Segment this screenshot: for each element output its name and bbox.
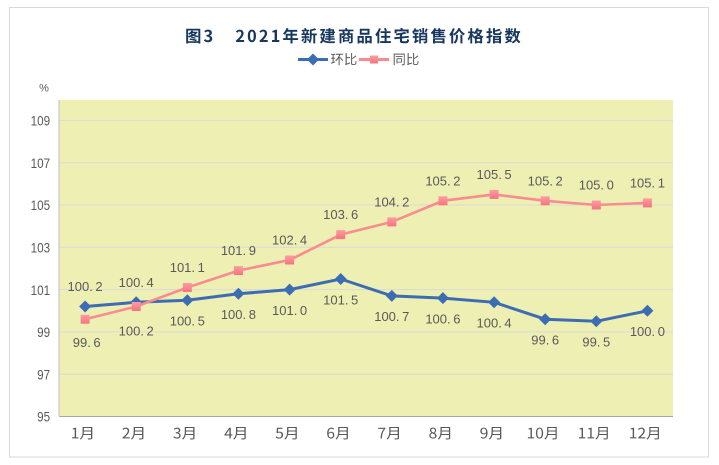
svg-text:104. 2: 104. 2	[374, 194, 409, 209]
svg-text:%: %	[39, 83, 49, 95]
svg-text:105. 2: 105. 2	[425, 173, 460, 188]
svg-text:102. 4: 102. 4	[272, 233, 307, 248]
svg-text:107: 107	[31, 156, 51, 171]
svg-text:109: 109	[31, 114, 51, 129]
svg-text:100. 4: 100. 4	[119, 275, 154, 290]
svg-text:100. 5: 100. 5	[170, 314, 205, 329]
svg-text:105. 2: 105. 2	[528, 173, 563, 188]
svg-text:101. 0: 101. 0	[272, 303, 307, 318]
svg-text:101. 1: 101. 1	[170, 260, 205, 275]
svg-text:97: 97	[37, 367, 50, 382]
svg-text:99. 6: 99. 6	[73, 335, 101, 350]
svg-text:105. 1: 105. 1	[630, 175, 665, 190]
svg-text:105. 0: 105. 0	[579, 178, 614, 193]
svg-text:95: 95	[37, 410, 50, 425]
svg-text:105. 5: 105. 5	[477, 167, 512, 182]
svg-text:103. 6: 103. 6	[323, 207, 358, 222]
svg-text:100. 4: 100. 4	[477, 316, 512, 331]
svg-text:99: 99	[37, 325, 50, 340]
svg-text:101: 101	[31, 283, 51, 298]
svg-text:101. 5: 101. 5	[323, 292, 358, 307]
svg-text:99. 6: 99. 6	[531, 333, 559, 348]
svg-text:100. 8: 100. 8	[221, 307, 256, 322]
svg-text:100. 6: 100. 6	[425, 311, 460, 326]
svg-text:100. 2: 100. 2	[68, 279, 103, 294]
svg-text:100. 2: 100. 2	[119, 324, 154, 339]
svg-text:100. 7: 100. 7	[374, 309, 409, 324]
svg-text:100. 0: 100. 0	[630, 324, 665, 339]
svg-text:103: 103	[31, 241, 51, 256]
svg-text:99. 5: 99. 5	[582, 335, 610, 350]
svg-text:105: 105	[31, 198, 51, 213]
svg-text:101. 9: 101. 9	[221, 243, 256, 258]
